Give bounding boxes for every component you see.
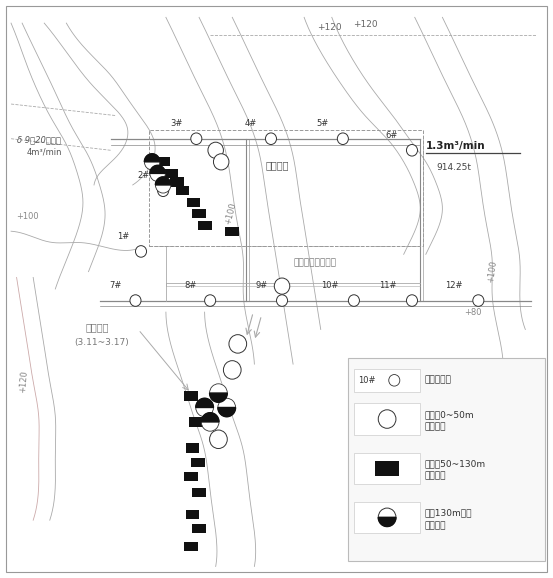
Polygon shape xyxy=(378,517,396,527)
Polygon shape xyxy=(150,165,165,173)
Circle shape xyxy=(218,398,236,417)
Circle shape xyxy=(406,295,418,306)
Text: 914.25t: 914.25t xyxy=(437,163,472,172)
Text: +120: +120 xyxy=(353,20,377,29)
Polygon shape xyxy=(201,413,219,422)
Bar xyxy=(156,157,170,166)
Bar xyxy=(354,502,420,533)
Circle shape xyxy=(144,154,160,170)
Bar xyxy=(191,458,205,467)
Bar xyxy=(192,524,206,533)
Text: 7#: 7# xyxy=(109,281,122,290)
Circle shape xyxy=(229,335,247,353)
Bar xyxy=(184,542,198,551)
Circle shape xyxy=(130,295,141,306)
Circle shape xyxy=(378,508,396,527)
Text: (3.11~3.17): (3.11~3.17) xyxy=(75,338,129,347)
Bar xyxy=(149,130,423,246)
Bar xyxy=(185,510,199,519)
Circle shape xyxy=(155,177,171,193)
Text: 8#: 8# xyxy=(184,281,196,290)
Circle shape xyxy=(208,142,223,158)
Text: 4#: 4# xyxy=(245,119,257,128)
Text: 5#: 5# xyxy=(317,119,329,128)
Circle shape xyxy=(196,398,213,417)
Polygon shape xyxy=(144,154,160,162)
Polygon shape xyxy=(218,407,236,417)
Bar xyxy=(184,391,198,401)
Text: +100: +100 xyxy=(17,212,39,221)
Bar xyxy=(184,472,198,481)
Bar xyxy=(176,186,189,195)
Circle shape xyxy=(276,295,288,306)
Circle shape xyxy=(150,165,165,181)
Circle shape xyxy=(210,430,227,449)
Polygon shape xyxy=(155,177,171,185)
Text: 浆液中期: 浆液中期 xyxy=(86,323,109,332)
Bar xyxy=(226,227,239,236)
Text: 微震检波器: 微震检波器 xyxy=(425,376,452,385)
Bar xyxy=(375,461,399,476)
Circle shape xyxy=(158,185,169,197)
Text: 12#: 12# xyxy=(445,281,463,290)
Circle shape xyxy=(378,410,396,428)
Bar xyxy=(189,417,204,427)
Circle shape xyxy=(265,133,276,144)
Bar xyxy=(198,221,211,230)
Text: 9#: 9# xyxy=(256,281,268,290)
Bar xyxy=(165,169,178,178)
Text: 注浆钻孔: 注浆钻孔 xyxy=(265,160,289,170)
Text: 微震事件: 微震事件 xyxy=(425,521,446,530)
Circle shape xyxy=(274,278,290,294)
Circle shape xyxy=(135,246,147,257)
Text: 奥灰下0~50m: 奥灰下0~50m xyxy=(425,410,474,420)
Text: 11#: 11# xyxy=(379,281,397,290)
Circle shape xyxy=(201,413,219,431)
Bar xyxy=(192,488,206,497)
Circle shape xyxy=(191,133,202,144)
Text: 10#: 10# xyxy=(321,281,338,290)
Bar xyxy=(170,177,184,187)
Bar xyxy=(354,453,420,484)
Text: 微震事件: 微震事件 xyxy=(425,472,446,481)
Text: +120: +120 xyxy=(18,370,29,393)
Bar xyxy=(354,403,420,435)
Text: 2#: 2# xyxy=(137,171,149,180)
Text: 奥灰130m以下: 奥灰130m以下 xyxy=(425,509,472,518)
Circle shape xyxy=(205,295,216,306)
Text: 1#: 1# xyxy=(117,232,129,241)
Text: +80: +80 xyxy=(465,307,482,317)
Text: 微震事件: 微震事件 xyxy=(425,423,446,432)
Text: 4m³/min: 4m³/min xyxy=(27,147,62,156)
Polygon shape xyxy=(210,393,227,402)
Bar xyxy=(186,198,200,207)
Text: +100: +100 xyxy=(223,202,238,226)
Text: 奥灰下50~130m: 奥灰下50~130m xyxy=(425,460,486,469)
Bar xyxy=(185,443,199,453)
Polygon shape xyxy=(196,398,213,407)
Text: 1.3m³/min: 1.3m³/min xyxy=(426,142,486,151)
Text: +100: +100 xyxy=(487,260,499,283)
Circle shape xyxy=(473,295,484,306)
Circle shape xyxy=(389,375,400,386)
Circle shape xyxy=(210,384,227,402)
Circle shape xyxy=(348,295,359,306)
Bar xyxy=(192,209,206,218)
Bar xyxy=(348,358,545,561)
Text: 6#: 6# xyxy=(386,131,398,140)
Text: δ 9＋20突水点: δ 9＋20突水点 xyxy=(17,135,60,144)
Circle shape xyxy=(223,361,241,379)
Bar xyxy=(354,369,420,392)
Text: 奥灰深部导水通道: 奥灰深部导水通道 xyxy=(293,258,336,268)
Circle shape xyxy=(406,144,418,156)
Text: 10#: 10# xyxy=(358,376,376,385)
Circle shape xyxy=(213,154,229,170)
Circle shape xyxy=(337,133,348,144)
Text: +120: +120 xyxy=(317,23,341,32)
Text: 3#: 3# xyxy=(170,119,182,128)
